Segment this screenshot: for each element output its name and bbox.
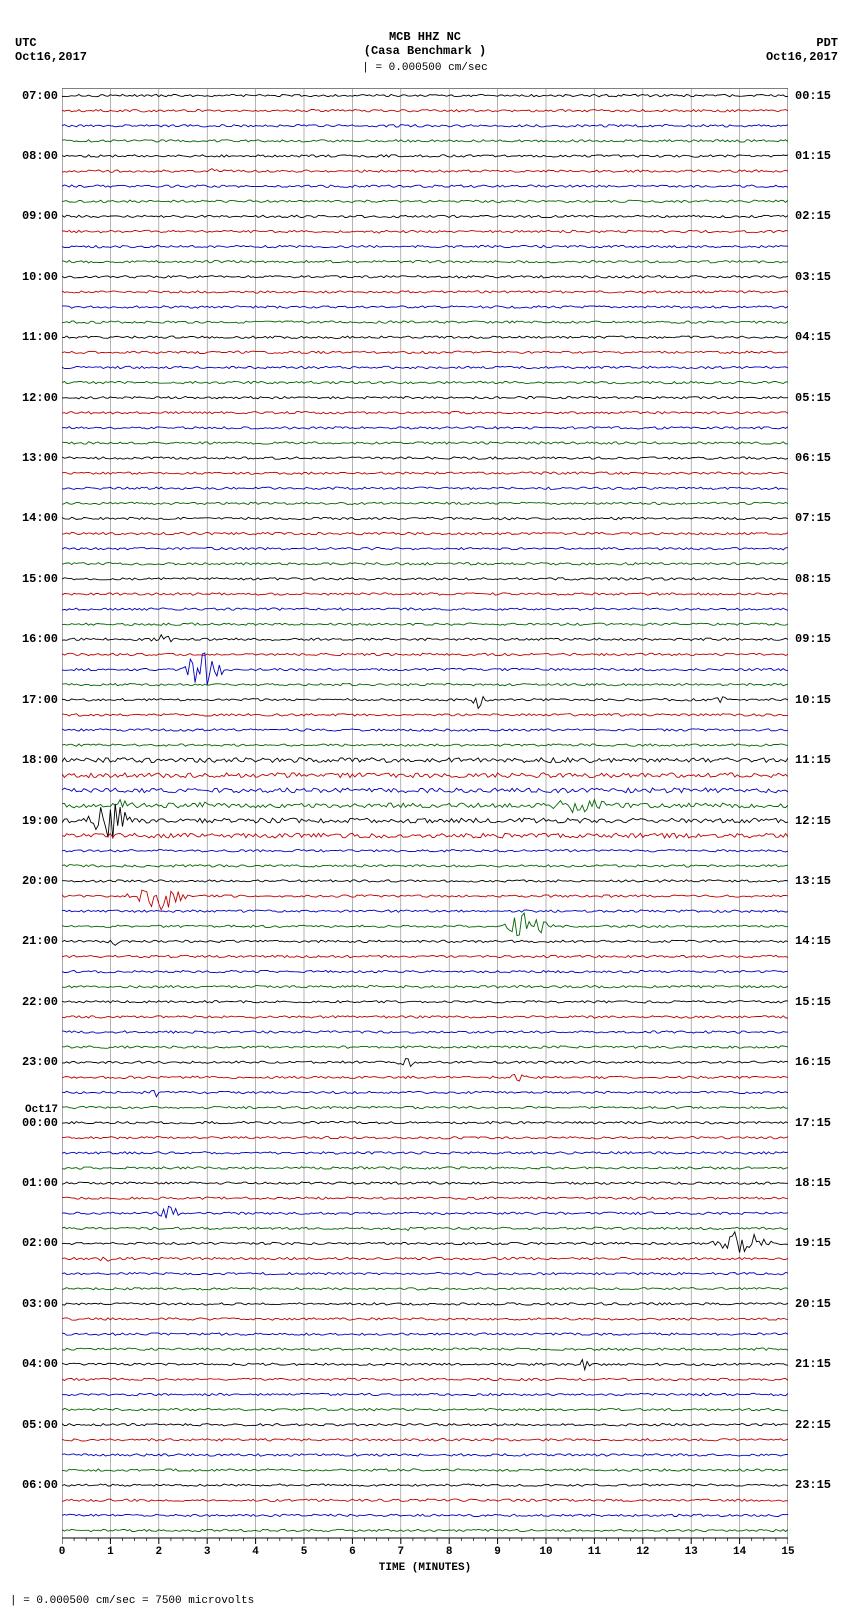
station-title: MCB HHZ NC <box>0 30 850 44</box>
right-hour-label: 04:15 <box>795 330 831 344</box>
x-tick-label: 12 <box>635 1546 651 1558</box>
left-hour-label: 04:00 <box>22 1357 58 1371</box>
right-hour-label: 19:15 <box>795 1236 831 1250</box>
left-hour-label: 15:00 <box>22 572 58 586</box>
left-hour-label: 02:00 <box>22 1236 58 1250</box>
x-tick-label: 2 <box>151 1546 167 1558</box>
x-tick-label: 0 <box>54 1546 70 1558</box>
left-hour-label: 06:00 <box>22 1478 58 1492</box>
x-tick-label: 13 <box>683 1546 699 1558</box>
x-tick-label: 5 <box>296 1546 312 1558</box>
x-tick-label: 14 <box>732 1546 748 1558</box>
left-hour-label: 00:00 <box>22 1116 58 1130</box>
left-hour-label: 18:00 <box>22 753 58 767</box>
right-hour-label: 20:15 <box>795 1297 831 1311</box>
right-hour-label: 22:15 <box>795 1418 831 1432</box>
x-tick-label: 1 <box>102 1546 118 1558</box>
x-tick-label: 15 <box>780 1546 796 1558</box>
right-hour-label: 13:15 <box>795 874 831 888</box>
x-tick-label: 8 <box>441 1546 457 1558</box>
right-hour-label: 15:15 <box>795 995 831 1009</box>
right-hour-label: 10:15 <box>795 693 831 707</box>
x-tick-label: 9 <box>490 1546 506 1558</box>
x-tick-label: 6 <box>344 1546 360 1558</box>
left-hour-label: 20:00 <box>22 874 58 888</box>
right-hour-label: 17:15 <box>795 1116 831 1130</box>
footer-scale: | = 0.000500 cm/sec = 7500 microvolts <box>10 1595 254 1607</box>
right-hour-label: 16:15 <box>795 1055 831 1069</box>
right-hour-label: 11:15 <box>795 753 831 767</box>
left-hour-label: 19:00 <box>22 814 58 828</box>
right-hour-label: 03:15 <box>795 270 831 284</box>
scale-marker: | = 0.000500 cm/sec <box>0 62 850 74</box>
left-hour-label: 21:00 <box>22 934 58 948</box>
left-hour-label: 11:00 <box>22 330 58 344</box>
seismogram-container: UTC Oct16,2017 PDT Oct16,2017 MCB HHZ NC… <box>0 0 850 1613</box>
left-hour-label: 17:00 <box>22 693 58 707</box>
seismogram-svg <box>62 88 788 1558</box>
left-hour-label: 14:00 <box>22 511 58 525</box>
x-tick-label: 4 <box>248 1546 264 1558</box>
x-tick-label: 10 <box>538 1546 554 1558</box>
left-hour-label: 03:00 <box>22 1297 58 1311</box>
plot-area <box>62 88 788 1538</box>
left-hour-label: 07:00 <box>22 89 58 103</box>
right-hour-label: 01:15 <box>795 149 831 163</box>
x-tick-label: 3 <box>199 1546 215 1558</box>
left-day-label: Oct17 <box>25 1104 58 1116</box>
left-hour-label: 01:00 <box>22 1176 58 1190</box>
left-hour-label: 12:00 <box>22 391 58 405</box>
left-hour-label: 05:00 <box>22 1418 58 1432</box>
right-hour-label: 02:15 <box>795 209 831 223</box>
left-hour-label: 23:00 <box>22 1055 58 1069</box>
right-hour-label: 05:15 <box>795 391 831 405</box>
right-hour-label: 07:15 <box>795 511 831 525</box>
location-title: (Casa Benchmark ) <box>0 44 850 58</box>
x-tick-label: 11 <box>586 1546 602 1558</box>
left-hour-label: 13:00 <box>22 451 58 465</box>
right-hour-label: 12:15 <box>795 814 831 828</box>
right-hour-label: 06:15 <box>795 451 831 465</box>
left-hour-label: 16:00 <box>22 632 58 646</box>
right-hour-label: 08:15 <box>795 572 831 586</box>
x-axis-title: TIME (MINUTES) <box>0 1562 850 1574</box>
x-tick-label: 7 <box>393 1546 409 1558</box>
left-hour-label: 10:00 <box>22 270 58 284</box>
right-hour-label: 00:15 <box>795 89 831 103</box>
right-hour-label: 14:15 <box>795 934 831 948</box>
right-hour-label: 23:15 <box>795 1478 831 1492</box>
right-hour-label: 18:15 <box>795 1176 831 1190</box>
left-hour-label: 22:00 <box>22 995 58 1009</box>
right-hour-label: 09:15 <box>795 632 831 646</box>
left-hour-label: 09:00 <box>22 209 58 223</box>
right-hour-label: 21:15 <box>795 1357 831 1371</box>
left-hour-label: 08:00 <box>22 149 58 163</box>
